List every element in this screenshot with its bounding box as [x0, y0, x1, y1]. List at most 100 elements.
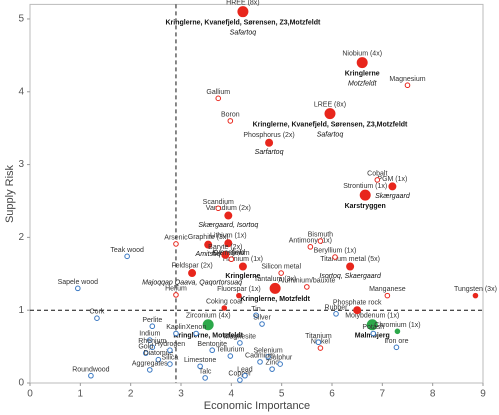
data-point	[269, 366, 275, 372]
point-label: Vanadium (2x)	[206, 205, 251, 212]
point-label: Gallium	[206, 89, 230, 96]
locality-label: Motzfeldt	[348, 80, 377, 87]
locality-label: Kringlerne, Kvanefjeld, Sørensen, Z3,Mot…	[253, 121, 408, 128]
point-label: Roundwood	[72, 366, 109, 373]
point-label: Gold	[138, 344, 153, 351]
point-label: Aluminium/bauxite	[278, 277, 335, 284]
point-label: Titanium metal (5x)	[320, 256, 380, 263]
point-label: Hafnium (1x)	[223, 256, 263, 263]
data-point	[370, 330, 377, 337]
data-point	[356, 57, 368, 69]
data-point	[88, 372, 94, 379]
y-axis-label: Supply Risk	[4, 164, 16, 223]
point-label: Kaolin	[166, 324, 186, 331]
data-point	[404, 82, 411, 89]
data-point	[167, 361, 173, 367]
point-label: Titanium	[305, 333, 332, 340]
data-point	[75, 285, 81, 292]
point-label: Zirconium (4x)	[186, 313, 231, 320]
point-label: PGM (1x)	[377, 176, 407, 183]
point-label: Magnesite	[224, 333, 256, 340]
x-tick-label: 8	[430, 389, 436, 400]
data-point	[315, 339, 322, 346]
data-point	[237, 377, 243, 383]
data-point	[149, 323, 156, 330]
point-label: Cobalt	[367, 170, 387, 177]
point-label: Tungsten (3x)	[454, 286, 497, 293]
data-point	[346, 262, 355, 271]
point-label: Germanium	[213, 250, 250, 257]
data-point	[155, 356, 162, 363]
data-point	[317, 345, 324, 351]
data-point	[238, 262, 247, 271]
data-point	[224, 211, 233, 220]
x-tick-label: 2	[128, 389, 134, 400]
data-point	[374, 177, 381, 183]
data-point	[193, 330, 199, 337]
data-point	[237, 6, 249, 18]
x-tick-label: 0	[27, 389, 33, 400]
data-point	[221, 305, 228, 311]
point-label: Diatomite	[144, 350, 174, 357]
locality-label: Majoqqap Qaava, Qaqortorsuaq	[142, 279, 242, 286]
data-point	[259, 321, 265, 327]
data-point	[393, 344, 400, 351]
data-point	[265, 353, 271, 360]
point-label: Phosphate rock	[333, 300, 382, 307]
data-point	[227, 353, 234, 359]
locality-label: Amitsoq	[195, 251, 221, 258]
x-tick-label: 1	[78, 389, 84, 400]
point-label: Copper	[228, 371, 252, 378]
point-label: Bismuth	[308, 232, 333, 239]
data-point	[202, 375, 208, 381]
locality-label: Kringlerne, Motzfeldt	[173, 333, 243, 340]
x-tick-label: 4	[229, 389, 235, 400]
point-label: Antimony (1x)	[289, 237, 332, 244]
data-point	[228, 256, 235, 263]
data-point	[278, 270, 284, 276]
data-point	[236, 292, 242, 299]
data-point	[146, 367, 153, 373]
data-point	[215, 95, 222, 102]
point-label: Boron	[221, 111, 240, 118]
point-label: Zinc	[265, 360, 279, 367]
locality-label: Karstryggen	[345, 203, 386, 210]
data-point	[366, 319, 378, 331]
data-point	[188, 269, 197, 278]
point-label: Rhenium	[138, 338, 166, 345]
data-point	[353, 306, 362, 315]
data-point	[242, 372, 248, 379]
locality-label: Kringlerne	[225, 273, 260, 280]
y-tick-label: 3	[18, 159, 24, 170]
point-label: HREE (8x)	[226, 0, 259, 7]
point-label: Indium	[139, 331, 160, 338]
locality-label: Kringlerne, Motzfeldt	[240, 296, 310, 303]
point-label: Chromium (1x)	[374, 322, 420, 329]
data-point	[359, 189, 371, 201]
x-axis-label: Economic Importance	[204, 400, 310, 412]
point-label: Coking coal	[206, 299, 243, 306]
data-point	[204, 240, 213, 249]
data-point	[173, 292, 179, 298]
point-label: Molybdenum (1x)	[345, 313, 399, 320]
locality-label: Skærgaard	[375, 193, 411, 200]
point-label: Teak wood	[110, 247, 144, 254]
point-label: Selenium	[253, 347, 282, 354]
x-tick-label: 3	[178, 389, 184, 400]
point-label: Rubber	[325, 304, 349, 311]
point-label: Bentonite	[197, 341, 227, 348]
data-point	[227, 118, 234, 124]
data-point	[277, 361, 283, 367]
point-label: Arsenic	[164, 234, 188, 241]
point-label: Sapele wood	[58, 279, 99, 286]
data-point	[215, 205, 222, 212]
data-point	[221, 250, 230, 259]
data-point	[384, 292, 391, 299]
data-point	[472, 292, 479, 299]
point-label: Xenon	[186, 324, 206, 331]
point-label: Silica	[162, 355, 179, 362]
point-label: Phosphorus (2x)	[243, 132, 294, 139]
locality-label: Isortoq, Skaergaard	[319, 273, 382, 280]
locality-label: Safartoq	[317, 131, 344, 138]
point-label: Magnesium	[389, 76, 425, 83]
